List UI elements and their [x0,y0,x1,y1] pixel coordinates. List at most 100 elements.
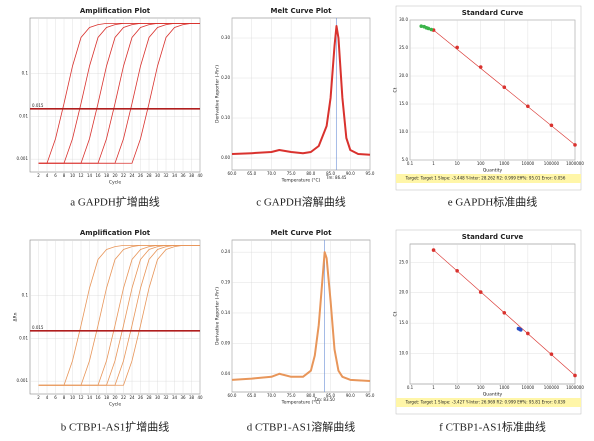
y-tick-label: 0.1 [22,293,29,298]
x-axis-label: Temperature (°C) [281,400,321,406]
x-tick-label: 28 [146,395,152,400]
x-tick-label: 12 [78,173,84,178]
y-axis-label: Ct [393,87,399,92]
y-tick-label: 0.20 [221,75,230,80]
x-axis-label: Cycle [109,402,122,408]
x-tick-label: 14 [87,395,93,400]
amplification-curve [38,22,200,164]
y-tick-label: 10.0 [399,129,408,134]
caption: c GAPDH溶解曲线 [256,195,346,209]
x-tick-label: 32 [163,173,169,178]
y-tick-label: 15.0 [399,101,408,106]
x-tick-label: 34 [172,395,178,400]
point [455,268,459,273]
x-tick-label: 8 [63,395,66,400]
tm-label: Tm: 86.45 [325,175,347,180]
y-tick-label: 0.04 [221,371,230,376]
x-tick-label: 80.0 [306,171,315,176]
x-tick-label: 4 [46,395,49,400]
point [573,373,577,378]
plot-area [231,239,371,393]
x-tick-label: 2 [37,395,40,400]
y-tick-label: 0.00 [221,155,230,160]
y-axis-label: ΔRn [13,312,19,321]
y-axis-label: Derivative Reporter (-Rn') [215,287,221,345]
y-tick-label: 0.01 [19,335,28,340]
y-axis-label: Ct [393,311,399,316]
x-tick-label: 32 [163,395,169,400]
y-tick-label: 0.24 [221,249,230,254]
x-axis-label: Quantity [483,168,503,174]
x-tick-label: 10 [455,161,461,166]
x-tick-label: 30 [155,395,161,400]
threshold-label: 0.015 [32,103,44,108]
y-tick-label: 20.0 [399,73,408,78]
x-tick-label: 85.0 [326,171,335,176]
point [478,290,483,294]
panel-title: Amplification Plot [80,7,151,15]
x-tick-label: 70.0 [267,393,276,398]
x-tick-label: 6 [54,395,57,400]
x-tick-label: 100 [477,161,485,166]
x-tick-label: 2 [37,173,40,178]
x-tick-label: 40 [197,173,203,178]
caption: d CTBP1-AS1溶解曲线 [247,420,356,434]
y-tick-label: 0.09 [221,340,230,345]
x-tick-label: 38 [189,173,195,178]
point [518,328,523,332]
y-tick-label: 25.0 [399,259,408,264]
x-tick-label: 95.0 [366,171,375,176]
x-tick-label: 14 [87,173,93,178]
x-tick-label: 60.0 [228,171,237,176]
plot-area [409,19,576,161]
tm-label: Tm: 83.50 [313,397,335,402]
x-axis-label: Temperature (°C) [281,178,321,184]
y-tick-label: 0.001 [17,156,29,161]
x-tick-label: 1000000 [566,385,584,390]
plot-area [409,243,576,385]
x-tick-label: 26 [138,395,144,400]
point [549,352,554,356]
x-tick-label: 40 [197,395,203,400]
x-tick-label: 24 [129,173,135,178]
caption: b CTBP1-AS1扩增曲线 [61,420,170,434]
caption: a GAPDH扩增曲线 [70,195,160,209]
x-tick-label: 4 [46,173,49,178]
y-tick-label: 5.0 [402,157,409,162]
x-tick-label: 36 [180,395,186,400]
x-tick-label: 1 [432,161,435,166]
x-tick-label: 38 [189,395,195,400]
melt-curve [231,251,371,383]
x-tick-label: 24 [129,395,135,400]
x-tick-label: 100000 [544,385,560,390]
x-tick-label: 6 [54,173,57,178]
footer-text: Target: Target 1 Slope: -3.427 Y-Inter: … [405,400,566,405]
point [426,26,431,31]
point [478,65,483,69]
x-tick-label: 20 [112,395,118,400]
x-tick-label: 65.0 [247,393,256,398]
x-tick-label: 16 [95,395,101,400]
y-tick-label: 25.0 [399,45,408,50]
caption: f CTBP1-AS1标准曲线 [439,420,546,434]
y-tick-label: 0.01 [19,113,28,118]
x-tick-label: 10000 [521,385,534,390]
amplification-curve [38,244,200,386]
x-tick-label: 60.0 [228,393,237,398]
point [502,310,507,315]
x-tick-label: 95.0 [366,393,375,398]
y-axis-label: Derivative Reporter (-Rn') [215,65,221,123]
y-tick-label: 0.30 [221,35,230,40]
x-axis-label: Cycle [109,180,122,186]
y-tick-label: 10.0 [399,351,408,356]
x-tick-label: 90.0 [346,171,355,176]
panel-title: Melt Curve Plot [271,7,333,15]
y-tick-label: 0.14 [221,310,230,315]
point [526,331,530,336]
panel-title: Melt Curve Plot [271,229,333,237]
y-tick-label: 0.1 [22,71,29,76]
x-tick-label: 18 [104,395,110,400]
footer-text: Target: Target 1 Slope: -3.448 Y-Inter: … [405,176,566,181]
panel-title: Standard Curve [462,9,524,17]
x-tick-label: 10 [70,173,76,178]
